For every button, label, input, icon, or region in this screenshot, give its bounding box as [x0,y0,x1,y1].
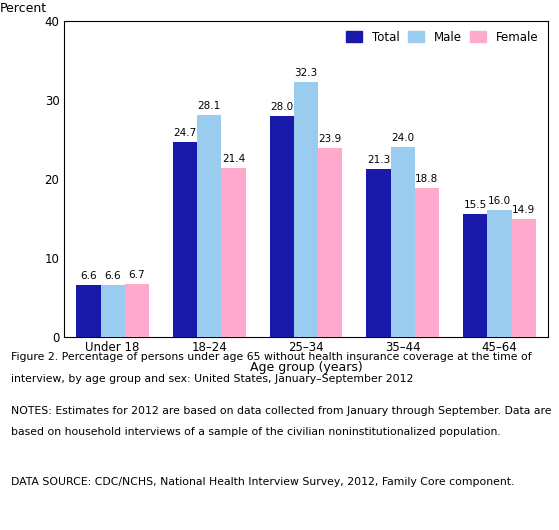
Legend: Total, Male, Female: Total, Male, Female [342,27,542,47]
Bar [125,284,149,337]
Text: 21.3: 21.3 [367,155,390,165]
Text: 14.9: 14.9 [512,205,536,215]
Text: interview, by age group and sex: United States, January–September 2012: interview, by age group and sex: United … [11,374,414,384]
Text: 21.4: 21.4 [222,154,245,164]
Text: 6.6: 6.6 [80,271,97,280]
Text: 28.0: 28.0 [271,102,293,112]
Text: 23.9: 23.9 [319,134,342,144]
Text: Percent: Percent [0,2,47,15]
Bar [270,116,294,337]
Bar [173,142,197,337]
Text: DATA SOURCE: CDC/NCHS, National Health Interview Survey, 2012, Family Core compo: DATA SOURCE: CDC/NCHS, National Health I… [11,477,514,487]
Text: 6.7: 6.7 [129,270,145,280]
Bar [511,219,536,337]
Text: based on household interviews of a sample of the civilian noninstitutionalized p: based on household interviews of a sampl… [11,427,501,437]
Bar [463,214,487,337]
Bar [415,188,439,337]
Bar [318,148,342,337]
Bar [391,147,415,337]
Bar [77,285,101,337]
Bar [101,285,125,337]
Text: 18.8: 18.8 [415,174,439,184]
Text: 6.6: 6.6 [105,271,121,280]
Bar [221,168,245,337]
Bar [197,115,221,337]
Bar [487,210,511,337]
Bar [367,169,391,337]
Text: NOTES: Estimates for 2012 are based on data collected from January through Septe: NOTES: Estimates for 2012 are based on d… [11,406,552,416]
X-axis label: Age group (years): Age group (years) [250,361,362,374]
Text: 16.0: 16.0 [488,197,511,207]
Bar [294,82,318,337]
Text: Figure 2. Percentage of persons under age 65 without health insurance coverage a: Figure 2. Percentage of persons under ag… [11,352,532,363]
Text: 28.1: 28.1 [198,101,221,111]
Text: 24.0: 24.0 [391,134,414,144]
Text: 24.7: 24.7 [173,128,197,138]
Text: 32.3: 32.3 [295,68,318,78]
Text: 15.5: 15.5 [463,200,487,210]
